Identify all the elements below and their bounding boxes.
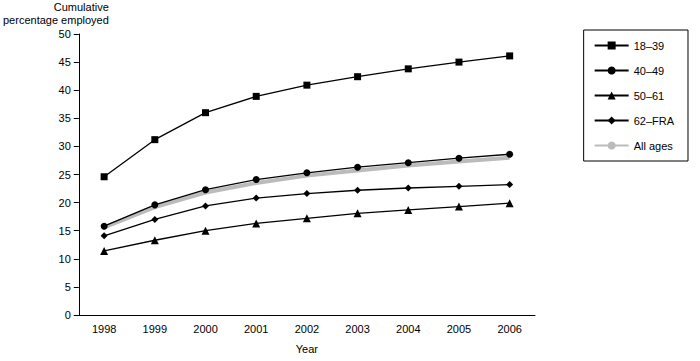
svg-text:15: 15	[59, 225, 71, 237]
svg-text:All ages: All ages	[634, 140, 674, 152]
svg-text:45: 45	[59, 56, 71, 68]
svg-text:2005: 2005	[447, 323, 471, 335]
svg-text:40: 40	[59, 84, 71, 96]
svg-text:2004: 2004	[396, 323, 420, 335]
svg-text:50–61: 50–61	[634, 90, 665, 102]
svg-text:2003: 2003	[345, 323, 369, 335]
svg-text:1998: 1998	[92, 323, 116, 335]
svg-text:62–FRA: 62–FRA	[634, 115, 675, 127]
svg-text:20: 20	[59, 197, 71, 209]
svg-text:Year: Year	[296, 343, 319, 355]
svg-text:35: 35	[59, 112, 71, 124]
svg-text:Cumulative: Cumulative	[54, 1, 109, 13]
svg-text:2000: 2000	[193, 323, 217, 335]
svg-text:1999: 1999	[143, 323, 167, 335]
svg-text:40–49: 40–49	[634, 65, 665, 77]
svg-text:10: 10	[59, 253, 71, 265]
svg-text:5: 5	[65, 281, 71, 293]
svg-text:25: 25	[59, 169, 71, 181]
svg-text:18–39: 18–39	[634, 40, 665, 52]
svg-text:percentage employed: percentage employed	[3, 14, 109, 26]
svg-text:2006: 2006	[497, 323, 521, 335]
svg-text:2002: 2002	[295, 323, 319, 335]
svg-text:50: 50	[59, 28, 71, 40]
svg-text:2001: 2001	[244, 323, 268, 335]
svg-text:0: 0	[65, 309, 71, 321]
svg-text:30: 30	[59, 140, 71, 152]
